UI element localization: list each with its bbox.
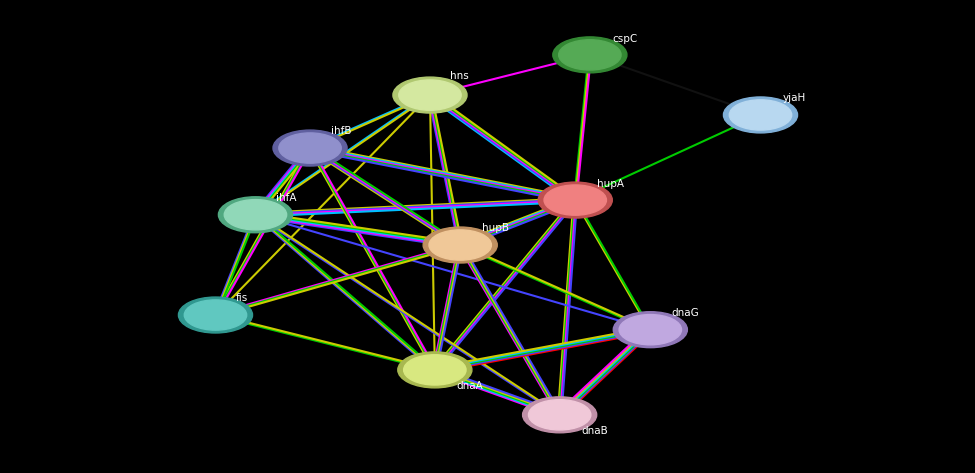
Circle shape — [429, 230, 491, 260]
Circle shape — [423, 227, 497, 263]
Circle shape — [184, 300, 247, 330]
Text: dnaB: dnaB — [581, 426, 607, 437]
Text: hns: hns — [450, 70, 469, 81]
Circle shape — [528, 400, 591, 430]
Circle shape — [178, 297, 253, 333]
Circle shape — [619, 315, 682, 345]
Circle shape — [538, 182, 612, 218]
Circle shape — [613, 312, 687, 348]
Circle shape — [559, 40, 621, 70]
Text: cspC: cspC — [612, 34, 638, 44]
Circle shape — [523, 397, 597, 433]
Circle shape — [723, 97, 798, 133]
Circle shape — [279, 133, 341, 163]
Text: ihfA: ihfA — [276, 193, 296, 203]
Text: hupA: hupA — [597, 178, 624, 189]
Text: dnaG: dnaG — [672, 308, 699, 318]
Circle shape — [398, 352, 472, 388]
Circle shape — [273, 130, 347, 166]
Text: dnaA: dnaA — [456, 381, 483, 392]
Text: ihfB: ihfB — [332, 126, 352, 137]
Circle shape — [544, 185, 606, 215]
Circle shape — [393, 77, 467, 113]
Circle shape — [218, 197, 292, 233]
Text: yjaH: yjaH — [783, 93, 806, 103]
Circle shape — [399, 80, 461, 110]
Circle shape — [553, 37, 627, 73]
Text: fis: fis — [236, 293, 249, 304]
Circle shape — [729, 100, 792, 130]
Circle shape — [224, 200, 287, 230]
Circle shape — [404, 355, 466, 385]
Text: hupB: hupB — [482, 223, 509, 233]
